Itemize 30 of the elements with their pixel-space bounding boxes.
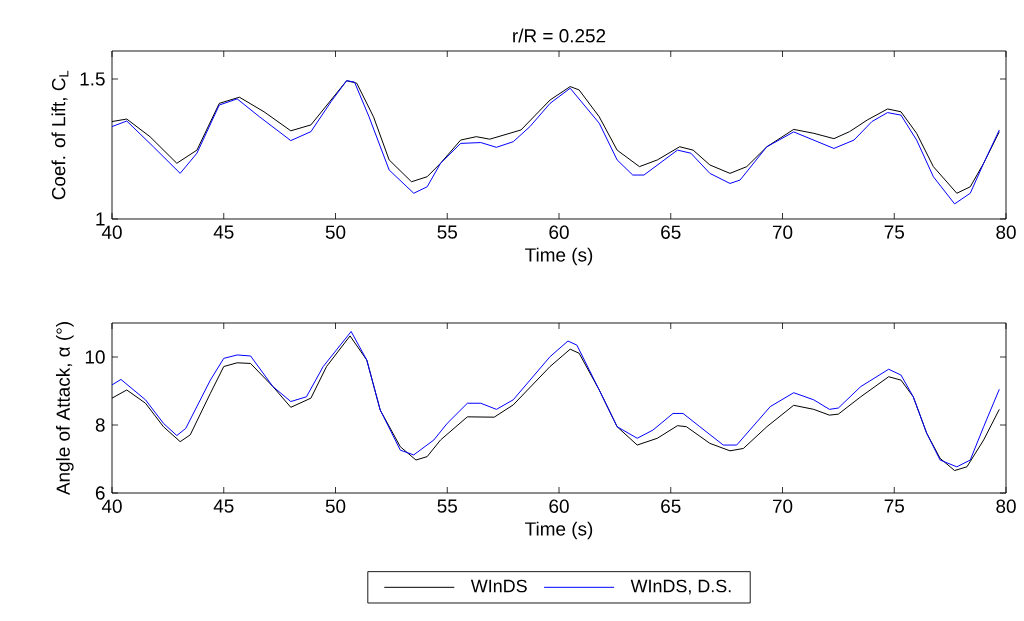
x-tick-label: 70 — [772, 225, 793, 239]
x-tick-label: 45 — [213, 225, 234, 239]
x-tick-label: 80 — [996, 225, 1016, 239]
x-axis-title: Time (s) — [525, 521, 593, 540]
y-tick-label: 8 — [95, 418, 105, 432]
x-tick-label: 45 — [213, 499, 234, 513]
x-tick-label: 65 — [661, 225, 681, 239]
y-tick-label: 10 — [85, 350, 105, 364]
x-tick-label: 75 — [884, 225, 904, 239]
y-tick-label: 1.5 — [80, 72, 105, 86]
x-tick-label: 55 — [437, 499, 457, 513]
x-tick-label: 65 — [661, 499, 681, 513]
x-tick-label: 40 — [101, 225, 122, 239]
x-tick-label: 75 — [884, 499, 904, 513]
x-tick-label: 55 — [437, 225, 457, 239]
x-tick-label: 60 — [549, 499, 569, 513]
x-tick-label: 60 — [549, 225, 569, 239]
y-axis-title: Angle of Attack, α (°) — [55, 322, 74, 496]
y-tick-label: 6 — [95, 486, 105, 500]
legend-label: WInDS — [470, 579, 527, 593]
x-tick-label: 50 — [325, 225, 346, 239]
chart-title: r/R = 0.252 — [513, 28, 606, 43]
legend-label: WInDS, D.S. — [630, 579, 731, 595]
x-tick-label: 80 — [996, 499, 1016, 513]
y-tick-label: 1 — [96, 212, 105, 226]
x-tick-label: 40 — [101, 499, 122, 513]
x-axis-title: Time (s) — [525, 247, 593, 266]
x-tick-label: 50 — [325, 499, 346, 513]
x-tick-label: 70 — [772, 499, 793, 513]
y-axis-title: Coef. of Lift, C$_{L}$ — [51, 70, 69, 200]
